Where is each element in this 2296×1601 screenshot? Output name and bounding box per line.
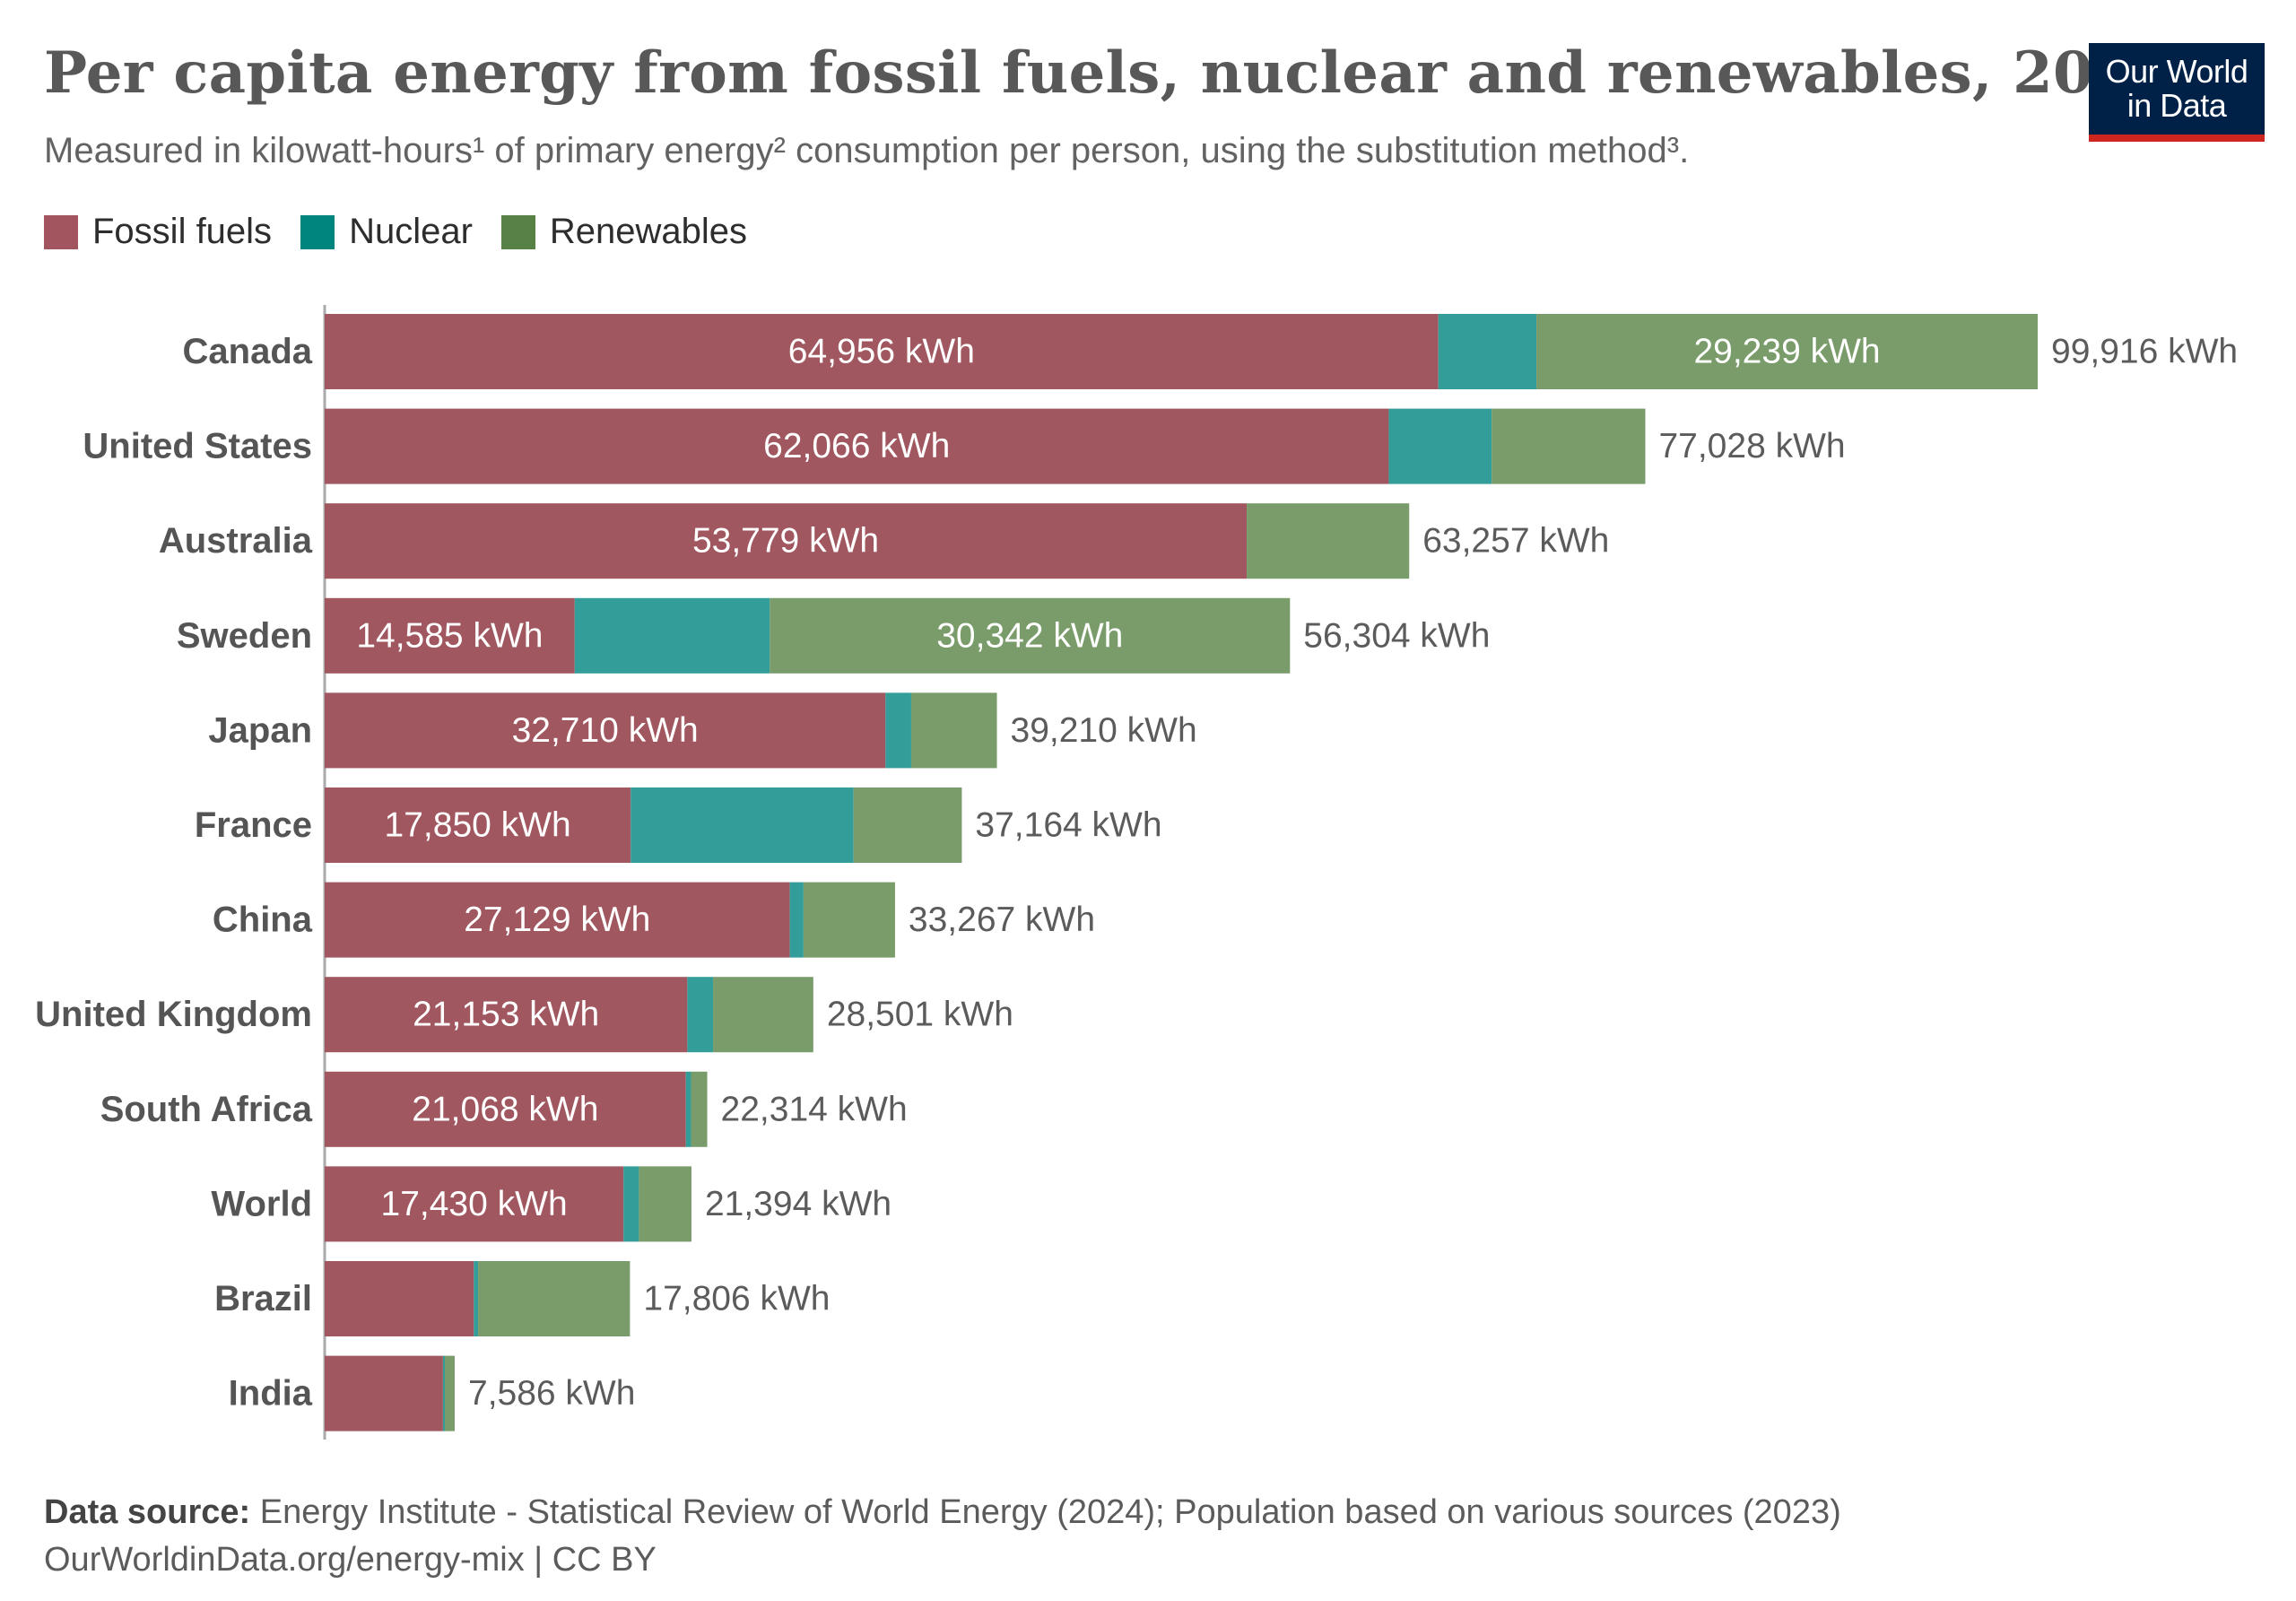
logo-line-1: Our World: [2105, 53, 2248, 90]
bar-renewables-canada[interactable]: [1536, 314, 2038, 389]
bar-nuclear-united-states[interactable]: [1388, 408, 1492, 484]
category-label-sweden: Sweden: [177, 616, 312, 656]
bar-fossil-fuels-united-kingdom[interactable]: [325, 977, 688, 1053]
data-label-fossil-fuels-world: 17,430 kWh: [381, 1185, 568, 1223]
total-label-brazil: 17,806 kWh: [643, 1280, 830, 1318]
data-label-renewables-canada: 29,239 kWh: [1693, 333, 1880, 371]
bar-fossil-fuels-united-states[interactable]: [325, 408, 1389, 484]
total-label-australia: 63,257 kWh: [1422, 522, 1609, 561]
legend-label-renewables: Renewables: [549, 212, 748, 251]
category-label-france: France: [195, 805, 312, 845]
category-label-united-states: United States: [83, 427, 312, 466]
total-label-sweden: 56,304 kWh: [1303, 616, 1490, 655]
legend-item-fossil-fuels[interactable]: Fossil fuels: [44, 212, 272, 252]
data-label-fossil-fuels-united-kingdom: 21,153 kWh: [413, 996, 599, 1034]
bar-fossil-fuels-south-africa[interactable]: [325, 1071, 686, 1147]
bar-renewables-india[interactable]: [445, 1355, 456, 1431]
bar-renewables-japan[interactable]: [910, 692, 997, 769]
total-label-japan: 39,210 kWh: [1011, 711, 1197, 750]
bar-nuclear-canada[interactable]: [1438, 314, 1537, 389]
stacked-bar-chart: Canada 64,956 kWh 29,239 kWh 99,916 kWh Unit…: [35, 305, 2238, 1440]
bar-renewables-france[interactable]: [853, 787, 962, 863]
legend-swatch-renewables: [500, 214, 535, 249]
bar-renewables-china[interactable]: [803, 882, 895, 958]
data-label-fossil-fuels-south-africa: 21,068 kWh: [412, 1090, 598, 1128]
total-label-world: 21,394 kWh: [705, 1185, 891, 1223]
legend-label-nuclear: Nuclear: [349, 212, 473, 251]
legend-item-nuclear[interactable]: Nuclear: [300, 212, 473, 252]
footer-source: Data source: Energy Institute - Statisti…: [44, 1493, 1841, 1532]
data-label-fossil-fuels-france: 17,850 kWh: [385, 806, 571, 845]
bar-renewables-world[interactable]: [639, 1166, 691, 1242]
chart-subtitle: Measured in kilowatt-hours¹ of primary e…: [44, 131, 1690, 170]
bar-nuclear-brazil[interactable]: [474, 1261, 479, 1336]
total-label-india: 7,586 kWh: [468, 1374, 635, 1413]
bar-fossil-fuels-japan[interactable]: [325, 692, 886, 769]
total-label-south-africa: 22,314 kWh: [721, 1090, 908, 1128]
data-label-fossil-fuels-japan: 32,710 kWh: [512, 711, 699, 750]
legend-swatch-nuclear: [300, 214, 335, 249]
category-label-united-kingdom: United Kingdom: [35, 995, 312, 1034]
owid-logo[interactable]: Our World in Data: [2089, 43, 2265, 142]
total-label-canada: 99,916 kWh: [2051, 333, 2238, 371]
category-label-japan: Japan: [208, 710, 312, 750]
bar-nuclear-china[interactable]: [789, 882, 804, 958]
bar-fossil-fuels-world[interactable]: [325, 1166, 624, 1242]
bar-nuclear-india[interactable]: [442, 1355, 446, 1431]
bar-fossil-fuels-australia[interactable]: [325, 503, 1248, 579]
bar-fossil-fuels-china[interactable]: [325, 882, 790, 958]
legend-swatch-fossil-fuels: [44, 214, 78, 249]
data-label-fossil-fuels-united-states: 62,066 kWh: [763, 427, 950, 466]
bar-fossil-fuels-canada[interactable]: [325, 314, 1439, 389]
data-label-fossil-fuels-sweden: 14,585 kWh: [356, 616, 543, 655]
bar-fossil-fuels-brazil[interactable]: [325, 1261, 474, 1336]
bar-nuclear-south-africa[interactable]: [685, 1071, 691, 1147]
category-label-china: China: [213, 901, 313, 940]
bar-fossil-fuels-india[interactable]: [325, 1355, 443, 1431]
bar-nuclear-united-kingdom[interactable]: [687, 977, 714, 1053]
total-label-united-kingdom: 28,501 kWh: [827, 996, 1013, 1034]
data-label-fossil-fuels-china: 27,129 kWh: [464, 901, 650, 939]
data-label-fossil-fuels-canada: 64,956 kWh: [788, 333, 975, 371]
legend-label-fossil-fuels: Fossil fuels: [92, 212, 273, 251]
bar-fossil-fuels-sweden[interactable]: [325, 597, 575, 674]
category-label-canada: Canada: [183, 332, 313, 371]
logo-line-2: in Data: [2126, 87, 2227, 124]
category-label-south-africa: South Africa: [100, 1090, 313, 1129]
category-label-india: India: [229, 1374, 313, 1414]
data-label-fossil-fuels-australia: 53,779 kWh: [692, 522, 879, 561]
category-label-australia: Australia: [159, 521, 313, 561]
bar-renewables-united-states[interactable]: [1492, 408, 1646, 484]
total-label-france: 37,164 kWh: [975, 806, 1161, 845]
bar-nuclear-world[interactable]: [623, 1166, 639, 1242]
chart-legend: Fossil fuels Nuclear Renewables: [44, 212, 776, 252]
bar-renewables-brazil[interactable]: [478, 1261, 631, 1336]
total-label-china: 33,267 kWh: [909, 901, 1095, 939]
legend-item-renewables[interactable]: Renewables: [500, 212, 748, 252]
footer-source-text: Energy Institute - Statistical Review of…: [250, 1493, 1841, 1531]
footer-source-label: Data source:: [44, 1493, 251, 1531]
data-label-renewables-sweden: 30,342 kWh: [936, 616, 1123, 655]
bar-renewables-australia[interactable]: [1247, 503, 1410, 579]
total-label-united-states: 77,028 kWh: [1658, 427, 1845, 466]
category-label-world: World: [211, 1184, 312, 1223]
bar-renewables-sweden[interactable]: [770, 597, 1291, 674]
category-label-brazil: Brazil: [214, 1279, 312, 1318]
bar-nuclear-france[interactable]: [631, 787, 854, 863]
bar-nuclear-japan[interactable]: [885, 692, 911, 769]
bar-nuclear-sweden[interactable]: [574, 597, 770, 674]
bar-renewables-south-africa[interactable]: [691, 1071, 708, 1147]
bar-fossil-fuels-france[interactable]: [325, 787, 631, 863]
footer-url-license[interactable]: OurWorldinData.org/energy-mix | CC BY: [44, 1541, 657, 1579]
chart-title: Per capita energy from fossil fuels, nuc…: [44, 39, 2174, 107]
bar-renewables-united-kingdom[interactable]: [713, 977, 813, 1053]
